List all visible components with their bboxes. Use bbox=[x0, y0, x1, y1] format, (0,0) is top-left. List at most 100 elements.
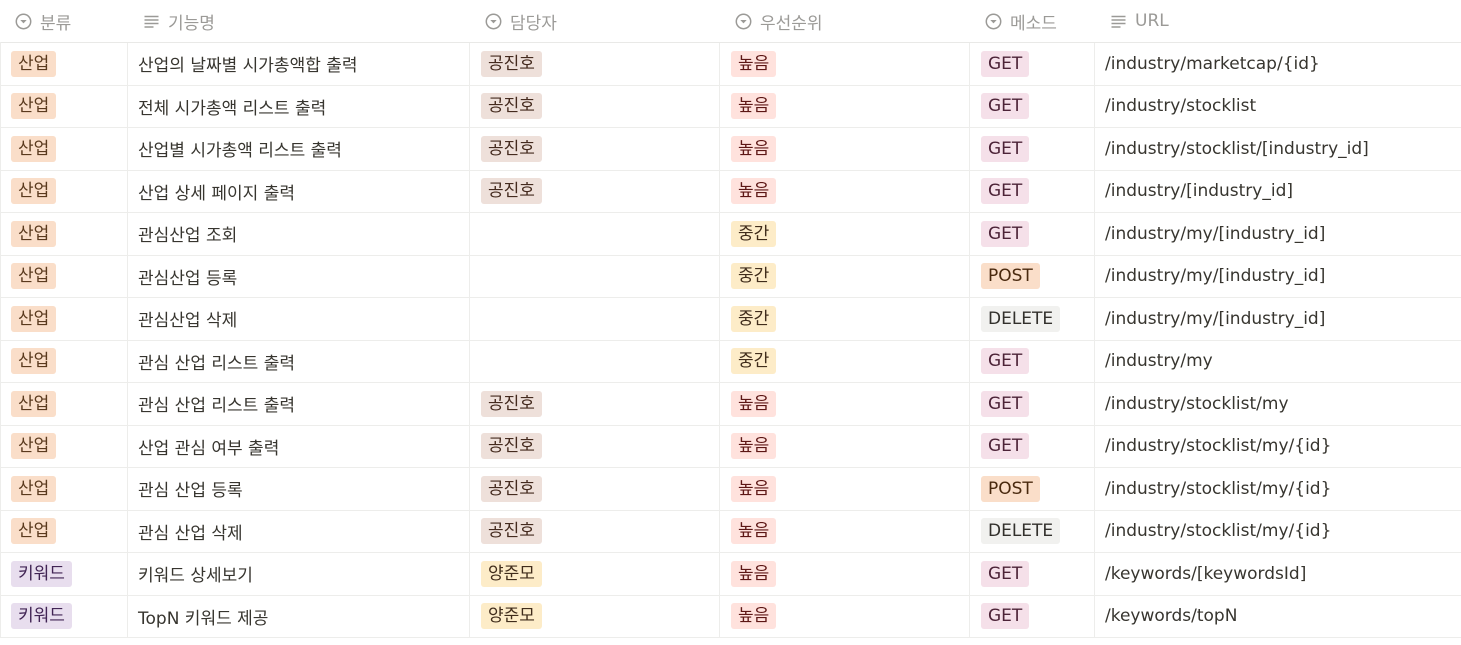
method-cell[interactable]: POST bbox=[970, 255, 1095, 297]
column-header[interactable]: 메소드 bbox=[970, 0, 1095, 42]
url-cell[interactable]: /industry/stocklist/[industry_id] bbox=[1095, 128, 1461, 170]
column-header[interactable]: URL bbox=[1095, 0, 1461, 42]
method-cell[interactable]: GET bbox=[970, 128, 1095, 170]
category-cell[interactable]: 산업 bbox=[0, 340, 128, 382]
owner-cell[interactable] bbox=[470, 255, 720, 297]
url-cell[interactable]: /industry/my/[industry_id] bbox=[1095, 298, 1461, 340]
priority-cell[interactable]: 높음 bbox=[720, 595, 970, 637]
feature-name-cell[interactable]: 전체 시가총액 리스트 출력 bbox=[128, 85, 470, 127]
owner-cell[interactable]: 양준모 bbox=[470, 553, 720, 595]
category-cell[interactable]: 산업 bbox=[0, 128, 128, 170]
category-cell[interactable]: 산업 bbox=[0, 213, 128, 255]
priority-cell[interactable]: 높음 bbox=[720, 128, 970, 170]
category-cell[interactable]: 키워드 bbox=[0, 553, 128, 595]
priority-cell[interactable]: 중간 bbox=[720, 340, 970, 382]
owner-cell[interactable] bbox=[470, 298, 720, 340]
url-cell[interactable]: /industry/stocklist/my/{id} bbox=[1095, 511, 1461, 553]
url-cell[interactable]: /keywords/[keywordsId] bbox=[1095, 553, 1461, 595]
category-cell[interactable]: 산업 bbox=[0, 468, 128, 510]
method-cell[interactable]: GET bbox=[970, 340, 1095, 382]
owner-cell[interactable]: 공진호 bbox=[470, 468, 720, 510]
url-cell[interactable]: /industry/stocklist/my/{id} bbox=[1095, 426, 1461, 468]
feature-name-cell[interactable]: 관심 산업 삭제 bbox=[128, 510, 470, 552]
table-row[interactable]: 키워드 키워드 상세보기 양준모 높음 GET/keywords/[keywordsId… bbox=[0, 553, 1461, 596]
owner-cell[interactable]: 공진호 bbox=[470, 170, 720, 212]
table-row[interactable]: 산업 관심산업 등록 중간 POST/industry/my/[industry_id… bbox=[0, 255, 1461, 298]
feature-name-cell[interactable]: 관심산업 조회 bbox=[128, 213, 470, 255]
url-cell[interactable]: /industry/my bbox=[1095, 341, 1461, 383]
column-header[interactable]: 기능명 bbox=[128, 0, 470, 42]
table-row[interactable]: 산업 산업 상세 페이지 출력 공진호 높음 GET/industry/[industr… bbox=[0, 170, 1461, 213]
method-cell[interactable]: GET bbox=[970, 383, 1095, 425]
owner-cell[interactable] bbox=[470, 213, 720, 255]
table-row[interactable]: 산업 관심산업 삭제 중간 DELETE/industry/my/[industry_… bbox=[0, 298, 1461, 341]
method-cell[interactable]: GET bbox=[970, 553, 1095, 595]
feature-name-cell[interactable]: 관심 산업 등록 bbox=[128, 468, 470, 510]
table-row[interactable]: 산업 산업별 시가총액 리스트 출력 공진호 높음 GET/industry/stock… bbox=[0, 128, 1461, 171]
feature-name-cell[interactable]: 산업별 시가총액 리스트 출력 bbox=[128, 128, 470, 170]
priority-cell[interactable]: 높음 bbox=[720, 425, 970, 467]
priority-cell[interactable]: 높음 bbox=[720, 170, 970, 212]
category-cell[interactable]: 산업 bbox=[0, 298, 128, 340]
owner-cell[interactable]: 공진호 bbox=[470, 425, 720, 467]
url-cell[interactable]: /industry/stocklist/my bbox=[1095, 383, 1461, 425]
table-row[interactable]: 산업 산업 관심 여부 출력 공진호 높음 GET/industry/stocklist… bbox=[0, 425, 1461, 468]
feature-name-cell[interactable]: 관심 산업 리스트 출력 bbox=[128, 383, 470, 425]
category-cell[interactable]: 산업 bbox=[0, 255, 128, 297]
feature-name-cell[interactable]: 산업의 날짜별 시가총액합 출력 bbox=[128, 43, 470, 85]
owner-cell[interactable]: 공진호 bbox=[470, 43, 720, 85]
owner-cell[interactable]: 공진호 bbox=[470, 85, 720, 127]
url-cell[interactable]: /industry/marketcap/{id} bbox=[1095, 43, 1461, 85]
url-cell[interactable]: /industry/stocklist/my/{id} bbox=[1095, 468, 1461, 510]
feature-name-cell[interactable]: 관심 산업 리스트 출력 bbox=[128, 340, 470, 382]
owner-cell[interactable]: 공진호 bbox=[470, 383, 720, 425]
feature-name-cell[interactable]: TopN 키워드 제공 bbox=[128, 595, 470, 637]
method-cell[interactable]: POST bbox=[970, 468, 1095, 510]
method-cell[interactable]: GET bbox=[970, 425, 1095, 467]
feature-name-cell[interactable]: 관심산업 등록 bbox=[128, 255, 470, 297]
url-cell[interactable]: /keywords/topN bbox=[1095, 596, 1461, 638]
method-cell[interactable]: DELETE bbox=[970, 298, 1095, 340]
table-row[interactable]: 산업 관심 산업 리스트 출력 중간 GET/industry/my bbox=[0, 340, 1461, 383]
priority-cell[interactable]: 중간 bbox=[720, 255, 970, 297]
table-row[interactable]: 산업 관심 산업 등록 공진호 높음 POST/industry/stocklist/m… bbox=[0, 468, 1461, 511]
category-cell[interactable]: 산업 bbox=[0, 425, 128, 467]
url-cell[interactable]: /industry/my/[industry_id] bbox=[1095, 213, 1461, 255]
column-header[interactable]: 담당자 bbox=[470, 0, 720, 42]
category-cell[interactable]: 산업 bbox=[0, 43, 128, 85]
feature-name-cell[interactable]: 산업 관심 여부 출력 bbox=[128, 425, 470, 467]
table-row[interactable]: 키워드 TopN 키워드 제공 양준모 높음 GET/keywords/topN bbox=[0, 595, 1461, 638]
priority-cell[interactable]: 높음 bbox=[720, 383, 970, 425]
feature-name-cell[interactable]: 산업 상세 페이지 출력 bbox=[128, 170, 470, 212]
column-header[interactable]: 분류 bbox=[0, 0, 128, 42]
table-row[interactable]: 산업 산업의 날짜별 시가총액합 출력 공진호 높음 GET/industry/mark… bbox=[0, 43, 1461, 86]
priority-cell[interactable]: 중간 bbox=[720, 298, 970, 340]
method-cell[interactable]: GET bbox=[970, 213, 1095, 255]
table-row[interactable]: 산업 전체 시가총액 리스트 출력 공진호 높음 GET/industry/stockl… bbox=[0, 85, 1461, 128]
owner-cell[interactable]: 양준모 bbox=[470, 595, 720, 637]
category-cell[interactable]: 산업 bbox=[0, 170, 128, 212]
method-cell[interactable]: GET bbox=[970, 170, 1095, 212]
url-cell[interactable]: /industry/stocklist bbox=[1095, 86, 1461, 128]
feature-name-cell[interactable]: 키워드 상세보기 bbox=[128, 553, 470, 595]
table-row[interactable]: 산업 관심산업 조회 중간 GET/industry/my/[industry_id] bbox=[0, 213, 1461, 256]
priority-cell[interactable]: 중간 bbox=[720, 213, 970, 255]
method-cell[interactable]: GET bbox=[970, 43, 1095, 85]
owner-cell[interactable]: 공진호 bbox=[470, 128, 720, 170]
priority-cell[interactable]: 높음 bbox=[720, 553, 970, 595]
priority-cell[interactable]: 높음 bbox=[720, 43, 970, 85]
method-cell[interactable]: GET bbox=[970, 85, 1095, 127]
owner-cell[interactable] bbox=[470, 340, 720, 382]
url-cell[interactable]: /industry/[industry_id] bbox=[1095, 171, 1461, 213]
category-cell[interactable]: 산업 bbox=[0, 383, 128, 425]
category-cell[interactable]: 키워드 bbox=[0, 595, 128, 637]
column-header[interactable]: 우선순위 bbox=[720, 0, 970, 42]
table-row[interactable]: 산업 관심 산업 삭제 공진호 높음 DELETE/industry/stocklist… bbox=[0, 510, 1461, 553]
category-cell[interactable]: 산업 bbox=[0, 510, 128, 552]
method-cell[interactable]: GET bbox=[970, 595, 1095, 637]
priority-cell[interactable]: 높음 bbox=[720, 85, 970, 127]
url-cell[interactable]: /industry/my/[industry_id] bbox=[1095, 256, 1461, 298]
priority-cell[interactable]: 높음 bbox=[720, 510, 970, 552]
method-cell[interactable]: DELETE bbox=[970, 510, 1095, 552]
owner-cell[interactable]: 공진호 bbox=[470, 510, 720, 552]
